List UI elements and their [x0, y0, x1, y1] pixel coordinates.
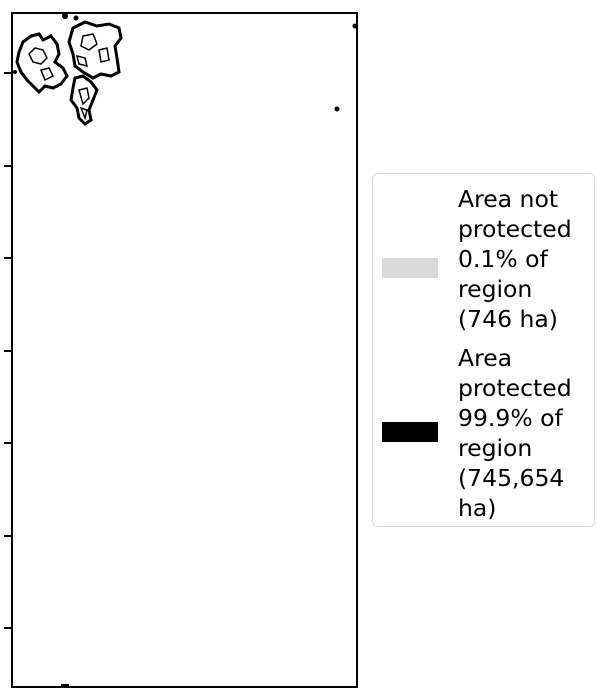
- legend-label-not-protected: Area not protected 0.1% of region (746 h…: [458, 184, 594, 334]
- legend-label-line: region: [458, 275, 533, 303]
- legend-label-line: 99.9% of: [458, 404, 563, 432]
- map-parcel: [352, 23, 356, 29]
- y-axis-tick: [4, 257, 11, 259]
- y-axis-tick: [4, 165, 11, 167]
- legend-label-protected: Area protected 99.9% of region (745,654 …: [458, 343, 594, 523]
- protected-area-map: [13, 14, 356, 686]
- map-parcel: [78, 87, 90, 121]
- map-parcel: [61, 684, 69, 686]
- y-axis-tick: [4, 72, 11, 74]
- legend-label-line: 0.1% of: [458, 245, 548, 273]
- map-parcel: [69, 74, 99, 126]
- legend-label-line: region: [458, 434, 533, 462]
- legend-label-line: Area not: [458, 185, 559, 213]
- map-legend: Area not protected 0.1% of region (746 h…: [372, 173, 595, 527]
- map-parcel: [75, 33, 110, 68]
- legend-label-line: (746 ha): [458, 305, 558, 333]
- y-axis-tick: [4, 442, 11, 444]
- legend-swatch-protected: [382, 422, 438, 442]
- legend-label-line: (745,654: [458, 464, 565, 492]
- y-axis-tick: [4, 627, 11, 629]
- map-parcel: [67, 20, 123, 80]
- y-axis-tick: [4, 350, 11, 352]
- map-parcel: [334, 106, 340, 112]
- map-frame: [11, 12, 358, 688]
- map-parcel: [28, 47, 55, 82]
- legend-swatch-not-protected: [382, 258, 438, 278]
- legend-label-line: ha): [458, 494, 497, 522]
- map-parcel: [62, 14, 68, 19]
- map-parcel: [13, 70, 17, 74]
- legend-label-line: Area: [458, 344, 513, 372]
- map-parcel: [73, 15, 79, 21]
- y-axis-tick: [4, 535, 11, 537]
- legend-label-line: protected: [458, 215, 572, 243]
- legend-label-line: protected: [458, 374, 572, 402]
